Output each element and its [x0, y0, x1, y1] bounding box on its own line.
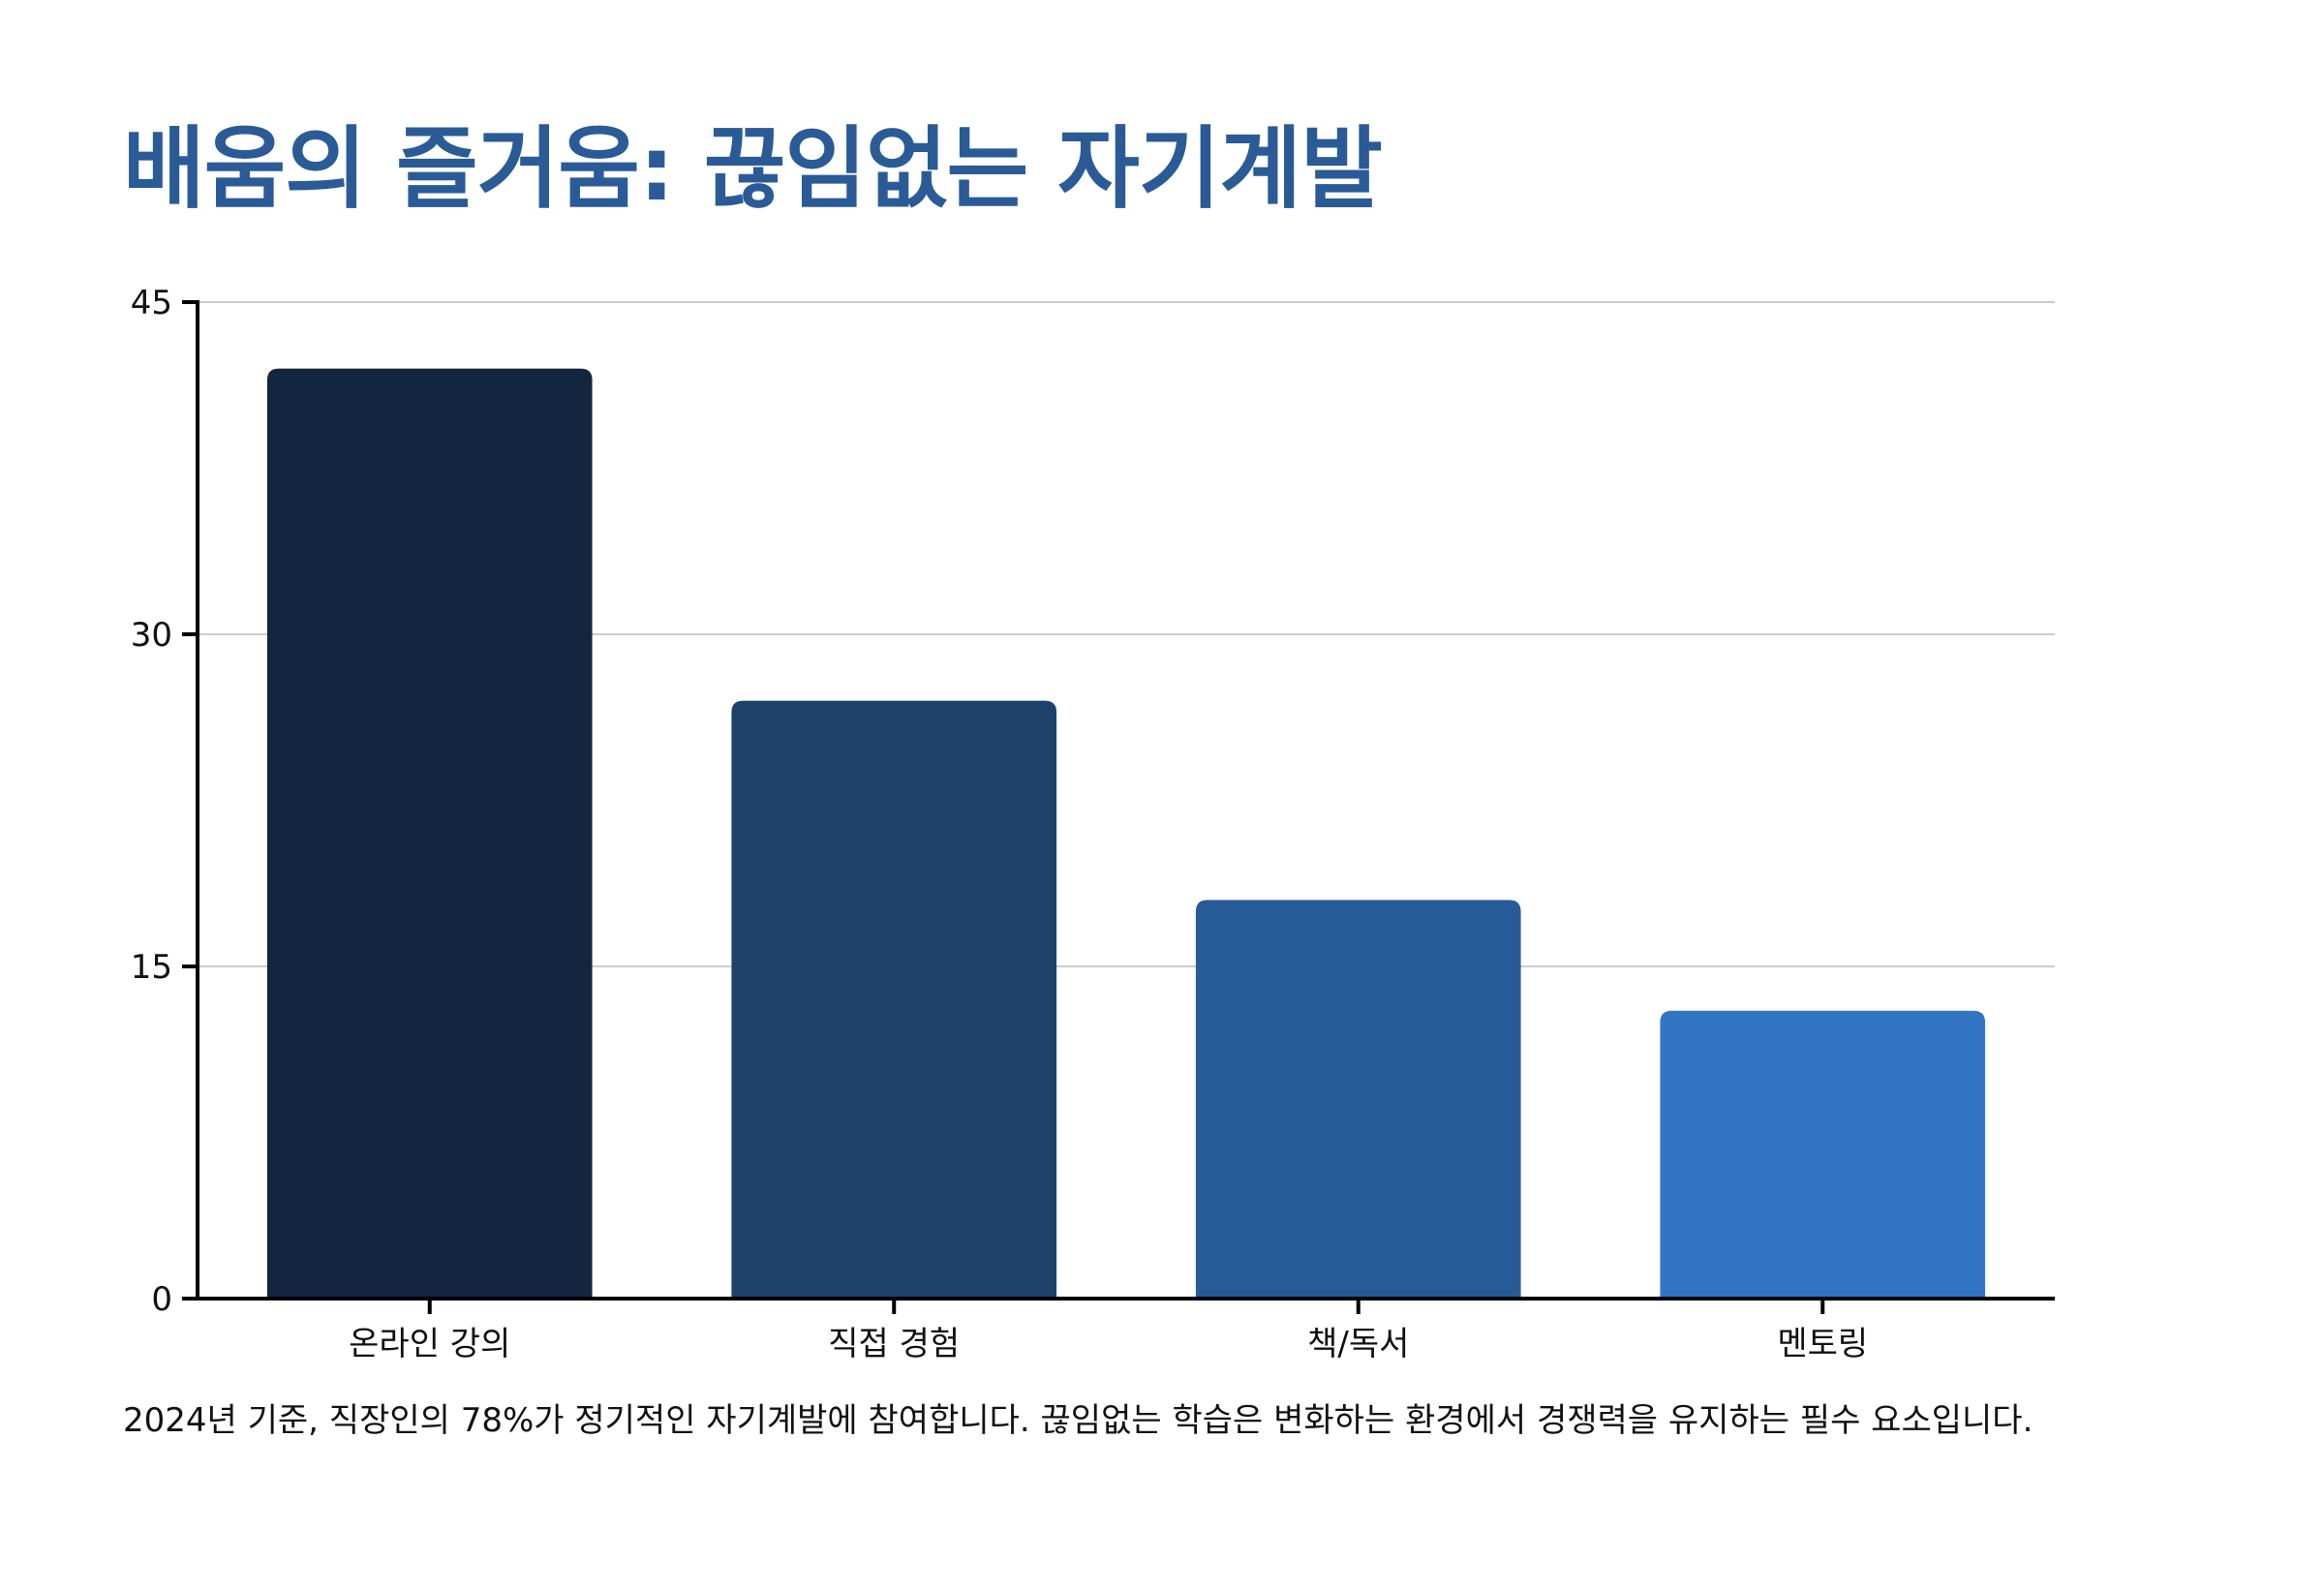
y-tick-label: 0: [151, 1280, 172, 1319]
x-tick-label: 멘토링: [1777, 1325, 1868, 1363]
chart-caption: 2024년 기준, 직장인의 78%가 정기적인 자기계발에 참여합니다. 끊임…: [123, 1401, 2034, 1440]
y-tick-label: 15: [131, 948, 172, 987]
bar-4: [1660, 1010, 1986, 1299]
y-tick-label: 45: [131, 284, 172, 322]
bars: [266, 368, 1986, 1300]
axis-labels: 0 15 30 45 온라인 강의 직접 경험 책/독서 멘토링: [131, 284, 1868, 1363]
bar-1: [266, 368, 593, 1300]
x-tick-label: 온라인 강의: [349, 1325, 510, 1363]
x-tick-label: 직접 경험: [828, 1325, 960, 1363]
axes: [182, 300, 2055, 1314]
y-tick-label: 30: [131, 616, 172, 655]
page-title: 배움의 즐거움: 끊임없는 자기계발: [123, 117, 1383, 221]
bar-2: [731, 700, 1057, 1299]
x-tick-label: 책/독서: [1307, 1325, 1409, 1363]
bar-3: [1195, 900, 1521, 1299]
